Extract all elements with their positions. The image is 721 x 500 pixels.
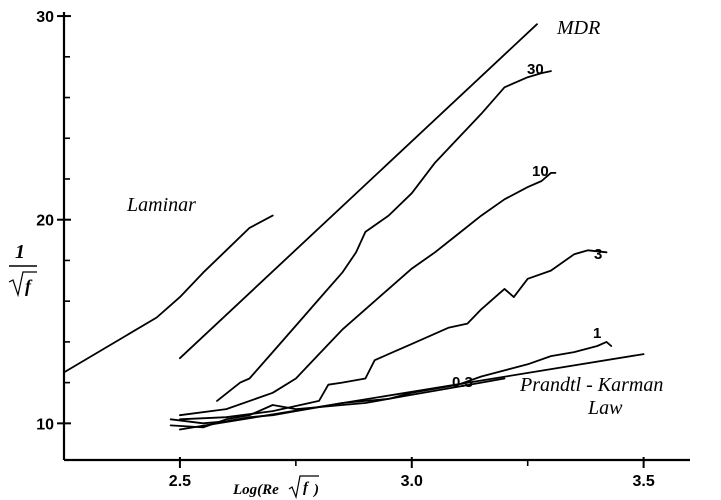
x-tick-label: 3.0 (401, 473, 423, 490)
x-axis-label-radical (288, 475, 319, 500)
curve-0-3 (169, 377, 506, 425)
axes (62, 12, 690, 462)
x-axis-label: Log(Re f ) (232, 475, 319, 500)
curve-label-1: 1 (593, 325, 601, 342)
x-axis-label-radicand: f (303, 480, 310, 496)
ticks: 10 20 30 2.5 3.0 3.5 (36, 9, 655, 490)
curves (63, 23, 645, 431)
x-axis-label-prefix: Log(Re (232, 482, 279, 498)
curve-1 (169, 341, 613, 429)
curve-label-10: 10 (532, 163, 549, 180)
curve-3 (179, 249, 608, 421)
curve-label-30: 30 (527, 61, 544, 78)
x-axis-label-suffix: ) (312, 482, 319, 498)
y-axis-label-numerator: 1 (15, 241, 25, 263)
curve-label-0-3: 0.3 (452, 374, 473, 391)
y-tick-label: 30 (36, 9, 54, 26)
y-tick-label: 10 (36, 416, 54, 433)
curve-30 (216, 70, 552, 402)
y-axis-label-radical (8, 271, 37, 298)
series-label-laminar: Laminar (126, 194, 196, 216)
y-axis-label: 1 f (8, 241, 37, 298)
y-tick-label: 20 (36, 213, 54, 230)
curve-label-3: 3 (594, 246, 602, 263)
x-tick-label: 2.5 (169, 473, 191, 490)
series-label-mdr: MDR (556, 17, 600, 39)
x-tick-label: 3.5 (633, 473, 655, 490)
y-axis-label-radicand: f (25, 276, 33, 296)
labels: MDR Laminar Prandtl - Karman Law 30 10 3… (126, 17, 663, 419)
series-label-law: Law (587, 397, 623, 419)
curve-laminar (63, 214, 274, 374)
curve-10 (179, 172, 557, 417)
series-label-prandtl-karman: Prandtl - Karman (519, 374, 663, 396)
curve-mdr (179, 23, 538, 360)
